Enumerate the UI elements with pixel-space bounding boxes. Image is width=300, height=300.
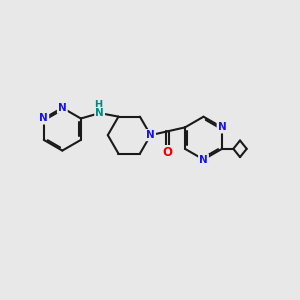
Text: N: N (58, 103, 67, 113)
Text: N: N (218, 122, 226, 132)
Text: N: N (95, 108, 104, 118)
Text: O: O (163, 146, 173, 159)
Text: N: N (39, 113, 48, 124)
Text: N: N (146, 130, 155, 140)
Text: H: H (94, 100, 102, 110)
Text: N: N (199, 154, 208, 164)
